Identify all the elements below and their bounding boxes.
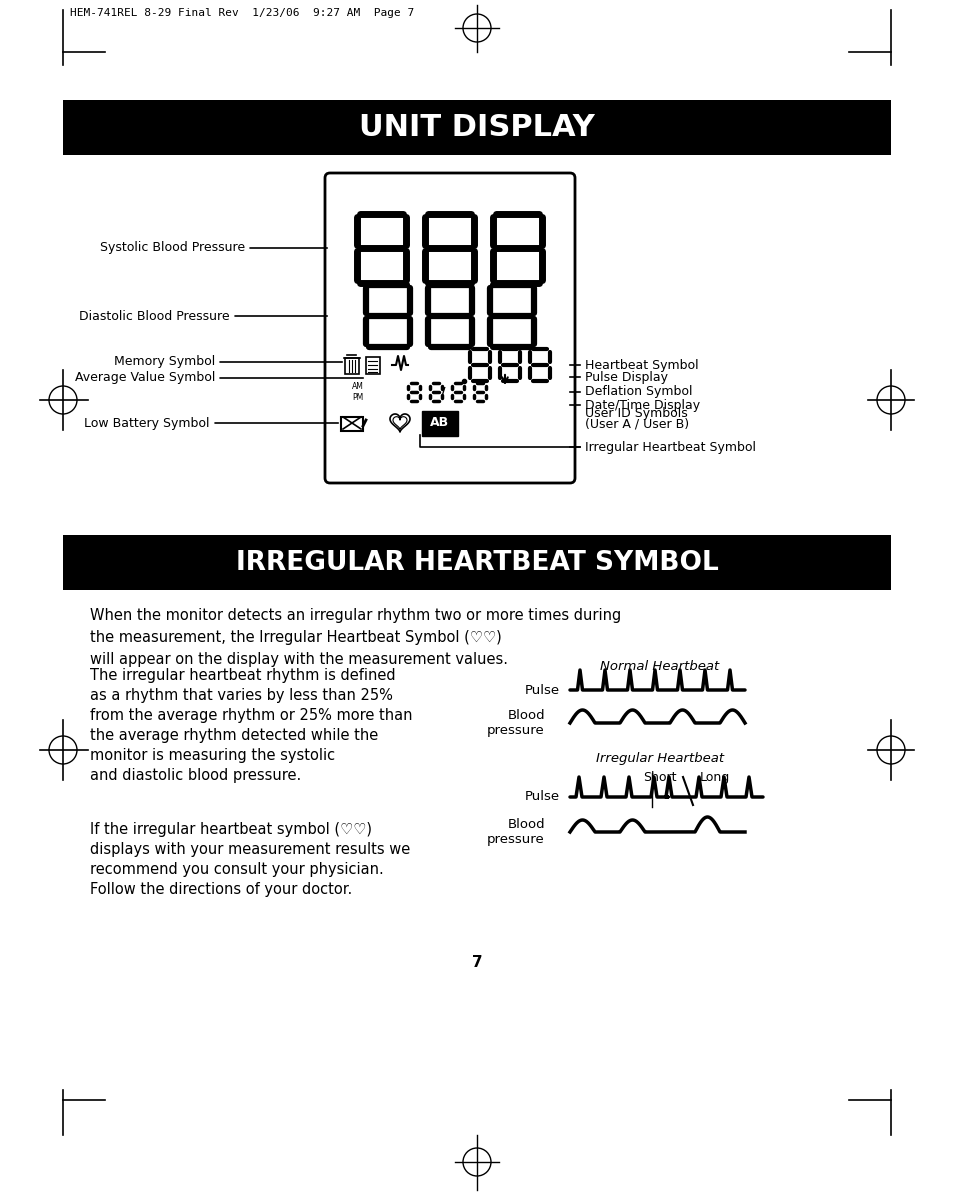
Text: Memory Symbol: Memory Symbol: [113, 355, 214, 368]
Text: Pulse Display: Pulse Display: [584, 371, 667, 384]
Text: Deflation Symbol: Deflation Symbol: [584, 385, 692, 398]
Text: The irregular heartbeat rhythm is defined: The irregular heartbeat rhythm is define…: [90, 669, 395, 683]
Text: (User A / User B): (User A / User B): [584, 417, 688, 431]
Bar: [365, 356, 380, 374]
Text: Long: Long: [700, 771, 729, 785]
Text: User ID Symbols: User ID Symbols: [584, 407, 687, 420]
Bar: [340, 417, 363, 431]
Text: from the average rhythm or 25% more than: from the average rhythm or 25% more than: [90, 708, 412, 724]
Text: Normal Heartbeat: Normal Heartbeat: [599, 660, 719, 673]
Text: Average Value Symbol: Average Value Symbol: [74, 372, 214, 384]
Text: Pulse: Pulse: [524, 683, 559, 696]
Bar: [63, 535, 890, 590]
Text: Diastolic Blood Pressure: Diastolic Blood Pressure: [79, 310, 230, 323]
Text: the average rhythm detected while the: the average rhythm detected while the: [90, 728, 377, 743]
Text: Pulse: Pulse: [524, 791, 559, 804]
FancyBboxPatch shape: [325, 173, 575, 483]
Bar: [63, 100, 890, 155]
Text: /: /: [440, 385, 445, 398]
Text: as a rhythm that varies by less than 25%: as a rhythm that varies by less than 25%: [90, 688, 393, 703]
Text: displays with your measurement results we: displays with your measurement results w…: [90, 842, 410, 858]
Text: Follow the directions of your doctor.: Follow the directions of your doctor.: [90, 881, 352, 897]
Text: Systolic Blood Pressure: Systolic Blood Pressure: [100, 242, 245, 255]
Text: AB: AB: [430, 416, 449, 429]
Text: When the monitor detects an irregular rhythm two or more times during: When the monitor detects an irregular rh…: [90, 608, 620, 623]
Text: IRREGULAR HEARTBEAT SYMBOL: IRREGULAR HEARTBEAT SYMBOL: [235, 549, 718, 575]
Text: recommend you consult your physician.: recommend you consult your physician.: [90, 862, 383, 877]
Text: Blood
pressure: Blood pressure: [487, 709, 544, 737]
Text: the measurement, the Irregular Heartbeat Symbol (♡♡): the measurement, the Irregular Heartbeat…: [90, 630, 501, 645]
Text: HEM-741REL 8-29 Final Rev  1/23/06  9:27 AM  Page 7: HEM-741REL 8-29 Final Rev 1/23/06 9:27 A…: [70, 8, 414, 18]
Text: Short: Short: [642, 771, 676, 785]
Text: Date/Time Display: Date/Time Display: [584, 398, 700, 411]
Text: UNIT DISPLAY: UNIT DISPLAY: [358, 112, 595, 142]
Text: AM
PM: AM PM: [352, 383, 363, 402]
Text: will appear on the display with the measurement values.: will appear on the display with the meas…: [90, 652, 507, 667]
Text: monitor is measuring the systolic: monitor is measuring the systolic: [90, 748, 335, 763]
Text: Irregular Heartbeat Symbol: Irregular Heartbeat Symbol: [584, 440, 755, 453]
Text: Irregular Heartbeat: Irregular Heartbeat: [596, 752, 723, 765]
Text: Blood
pressure: Blood pressure: [487, 818, 544, 846]
Text: and diastolic blood pressure.: and diastolic blood pressure.: [90, 768, 301, 783]
Bar: [344, 358, 359, 374]
Text: If the irregular heartbeat symbol (♡♡): If the irregular heartbeat symbol (♡♡): [90, 822, 372, 837]
Text: Heartbeat Symbol: Heartbeat Symbol: [584, 359, 698, 372]
Text: Low Battery Symbol: Low Battery Symbol: [85, 416, 210, 429]
Bar: [421, 411, 457, 437]
Text: 7: 7: [471, 954, 482, 970]
